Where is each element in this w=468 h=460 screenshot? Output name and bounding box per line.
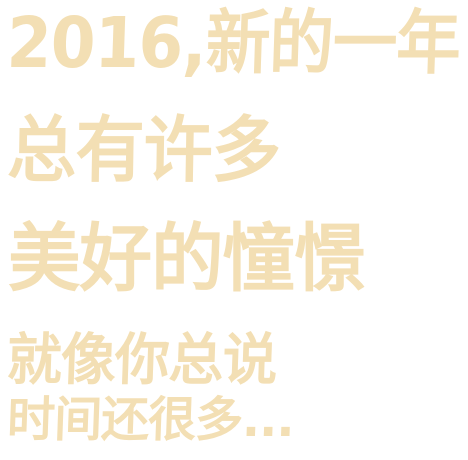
poem-line-5: 时间还很多... [6,392,295,448]
poem-line-3: 美好的憧憬 [8,216,367,302]
poem-line-4: 就像你总说 [5,328,278,393]
poem-line-2: 总有许多 [6,108,281,192]
poem-line-1: 2016,新的一年 [5,2,462,84]
